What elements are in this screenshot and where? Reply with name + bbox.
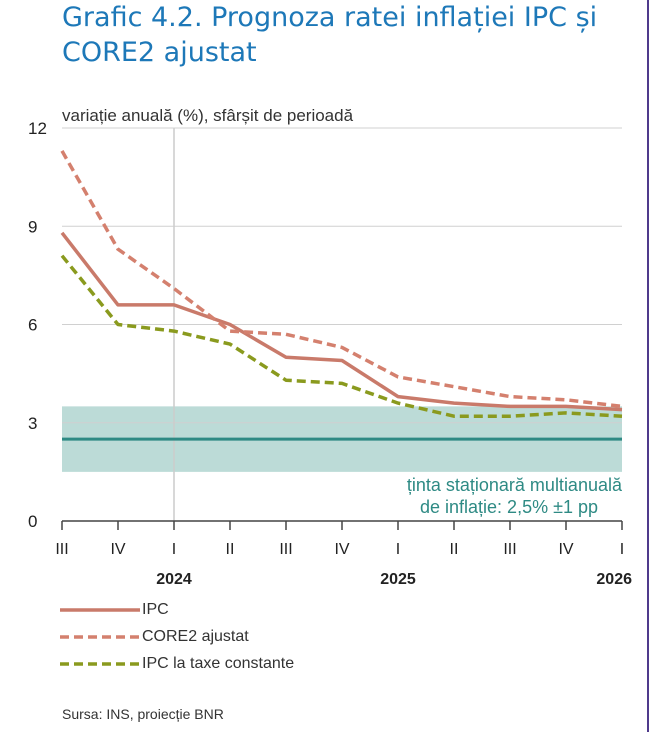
x-tick-label: IV [334, 541, 349, 558]
series-line-ipc-taxe [60, 254, 623, 418]
x-tick-label: I [172, 541, 176, 558]
y-tick-label: 3 [28, 414, 37, 433]
x-tick-label: IV [110, 541, 125, 558]
legend-swatch-core2 [60, 634, 140, 639]
legend-item-ipc: IPC [60, 596, 294, 623]
x-tick-label: III [55, 541, 68, 558]
y-tick-label: 12 [28, 119, 47, 138]
x-tick-label: I [620, 541, 624, 558]
legend-item-core2: CORE2 ajustat [60, 623, 294, 650]
x-tick-label: III [503, 541, 516, 558]
legend-label-core2: CORE2 ajustat [142, 627, 249, 645]
right-border-rule [647, 0, 649, 732]
legend: IPC CORE2 ajustat IPC la taxe constante [60, 596, 294, 677]
series-line-core2 [60, 150, 623, 409]
source-note: Sursa: INS, proiecție BNR [62, 706, 224, 722]
x-tick-label: IV [558, 541, 573, 558]
target-label-bg [343, 473, 622, 518]
legend-item-ipc-taxe: IPC la taxe constante [60, 650, 294, 677]
series-line-ipc [60, 231, 623, 412]
target-label-line2: de inflație: 2,5% ±1 pp [420, 497, 598, 517]
x-tick-label: II [226, 541, 235, 558]
year-label: 2026 [596, 571, 632, 588]
y-tick-label: 9 [28, 217, 37, 236]
year-label: 2025 [380, 571, 416, 588]
target-label-line1: ținta staționară multianuală [407, 475, 623, 495]
x-tick-label: II [450, 541, 459, 558]
legend-label-ipc-taxe: IPC la taxe constante [142, 654, 295, 672]
x-tick-label: I [396, 541, 400, 558]
legend-label-ipc: IPC [142, 600, 169, 618]
chart-title: Grafic 4.2. Prognoza ratei inflației IPC… [62, 2, 598, 68]
y-tick-label: 0 [28, 512, 37, 531]
legend-swatch-ipc-taxe [60, 661, 140, 666]
legend-swatch-ipc [60, 607, 140, 612]
x-tick-label: III [279, 541, 292, 558]
year-label: 2024 [156, 571, 192, 588]
y-tick-label: 6 [28, 316, 37, 335]
y-axis-label: variație anuală (%), sfârșit de perioadă [62, 106, 354, 125]
